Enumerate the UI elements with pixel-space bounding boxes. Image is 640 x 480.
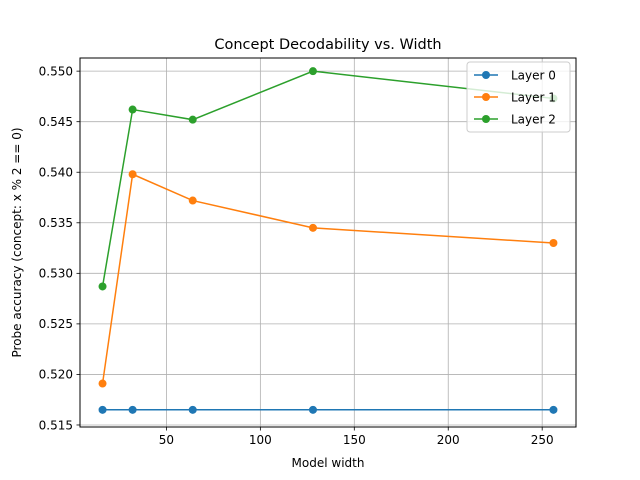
legend-label: Layer 0 [511, 68, 556, 82]
data-point-layer-2 [128, 105, 137, 114]
legend-swatch-marker [482, 71, 490, 79]
x-tick-label: 50 [159, 433, 174, 447]
data-point-layer-0 [128, 405, 137, 414]
data-point-layer-1 [98, 379, 107, 388]
data-point-layer-2 [98, 282, 107, 291]
x-tick-label: 250 [531, 433, 554, 447]
legend-swatch-marker [482, 93, 490, 101]
y-tick-label: 0.525 [39, 317, 73, 331]
legend-label: Layer 2 [511, 112, 556, 126]
x-tick-label: 100 [249, 433, 272, 447]
axis-ticks: 50 100 150 200 250 0.515 0.520 0.525 0.530 0.535 0… [39, 64, 554, 447]
y-tick-label: 0.550 [39, 64, 73, 78]
data-point-layer-0 [308, 405, 317, 414]
data-point-layer-0 [549, 405, 558, 414]
legend-label: Layer 1 [511, 90, 556, 104]
legend-box [466, 61, 571, 133]
x-tick-label: 200 [437, 433, 460, 447]
data-point-layer-1 [308, 223, 317, 232]
y-axis-title: Probe accuracy (concept: x % 2 == 0) [10, 127, 24, 357]
data-point-layer-2 [308, 67, 317, 76]
chart-title: Concept Decodability vs. Width [214, 37, 441, 53]
legend: Layer 0 Layer 1 Layer 2 [466, 61, 571, 133]
data-point-layer-1 [128, 170, 137, 179]
y-tick-label: 0.515 [39, 418, 73, 432]
data-point-layer-0 [98, 405, 107, 414]
plot-frame [79, 57, 577, 428]
y-tick-label: 0.545 [39, 115, 73, 129]
data-point-layer-2 [188, 115, 197, 124]
y-tick-label: 0.530 [39, 267, 73, 281]
legend-swatch-marker [482, 115, 490, 123]
y-tick-label: 0.535 [39, 216, 73, 230]
data-point-layer-1 [188, 196, 197, 205]
x-axis-title: Model width [292, 456, 365, 470]
data-point-layer-0 [188, 405, 197, 414]
series-layer [98, 67, 558, 414]
data-point-layer-1 [549, 239, 558, 248]
grid [80, 58, 576, 427]
y-tick-label: 0.520 [39, 368, 73, 382]
y-tick-label: 0.540 [39, 166, 73, 180]
x-tick-label: 150 [343, 433, 366, 447]
